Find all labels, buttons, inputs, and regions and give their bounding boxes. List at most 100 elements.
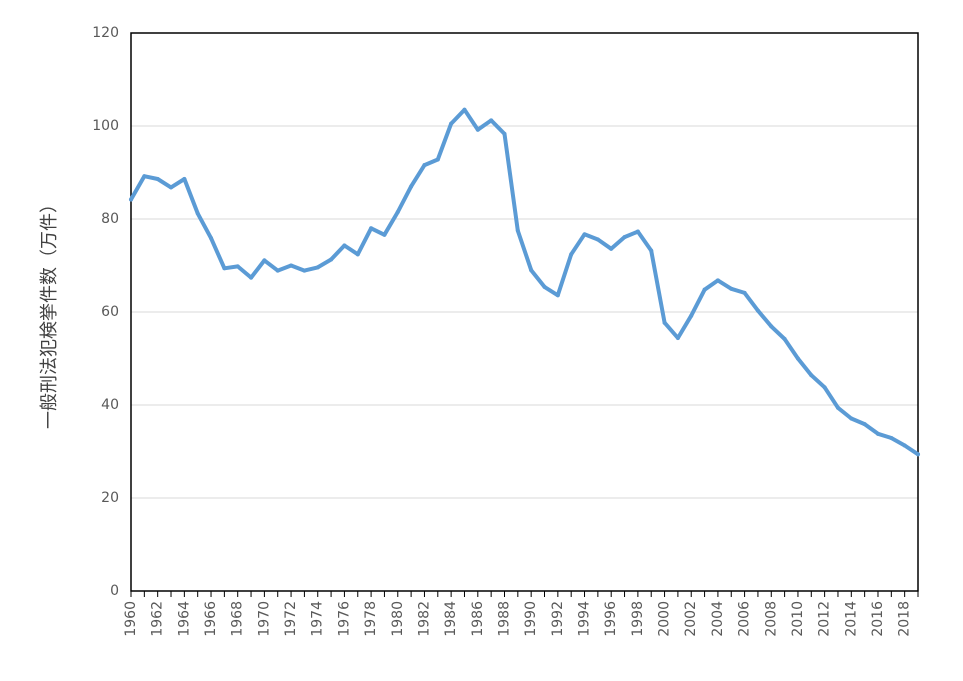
data-point bbox=[395, 210, 400, 215]
data-point bbox=[489, 118, 494, 123]
y-tick-label: 40 bbox=[101, 397, 119, 413]
data-point bbox=[769, 324, 774, 329]
x-tick-label: 2016 bbox=[870, 601, 886, 637]
x-tick-label: 1980 bbox=[390, 601, 406, 637]
data-point bbox=[475, 127, 480, 132]
x-tick-label: 1966 bbox=[203, 601, 219, 637]
data-point bbox=[315, 265, 320, 270]
data-point bbox=[835, 405, 840, 410]
y-tick-label: 0 bbox=[110, 583, 119, 599]
plot-area-frame bbox=[130, 32, 919, 592]
data-point bbox=[702, 287, 707, 292]
data-point bbox=[222, 266, 227, 271]
data-point bbox=[675, 336, 680, 341]
y-tick-labels: 0 20 40 60 80 100 120 bbox=[92, 25, 119, 599]
data-point bbox=[649, 248, 654, 253]
data-point bbox=[382, 232, 387, 237]
data-point bbox=[129, 197, 133, 202]
data-point bbox=[689, 313, 694, 318]
data-point bbox=[155, 177, 160, 182]
data-point bbox=[369, 226, 374, 231]
data-point bbox=[449, 121, 454, 126]
data-point bbox=[182, 177, 187, 182]
data-point bbox=[355, 252, 360, 257]
data-point bbox=[849, 416, 854, 421]
x-tick-label: 2018 bbox=[897, 601, 913, 637]
x-tick-label: 1990 bbox=[523, 601, 539, 637]
y-tick-label: 80 bbox=[101, 211, 119, 227]
x-tick-label: 2008 bbox=[763, 601, 779, 637]
data-point bbox=[582, 232, 587, 237]
data-point bbox=[169, 185, 174, 190]
x-tick-label: 1972 bbox=[283, 601, 299, 637]
data-point bbox=[809, 373, 814, 378]
x-tick-label: 1996 bbox=[603, 601, 619, 637]
data-point bbox=[262, 258, 267, 263]
data-point bbox=[622, 235, 627, 240]
data-point bbox=[275, 268, 280, 273]
data-point bbox=[249, 275, 254, 280]
data-point bbox=[195, 211, 200, 216]
x-tick-label: 1964 bbox=[176, 601, 192, 637]
data-point bbox=[875, 431, 880, 436]
data-point bbox=[715, 278, 720, 283]
y-tick-label: 60 bbox=[101, 304, 119, 320]
data-point bbox=[742, 290, 747, 295]
data-point bbox=[555, 293, 560, 298]
data-point bbox=[729, 286, 734, 291]
x-tick-label: 2006 bbox=[737, 601, 753, 637]
x-tick-label: 2004 bbox=[710, 601, 726, 637]
x-tick-label: 2002 bbox=[683, 601, 699, 637]
y-tick-label: 100 bbox=[92, 118, 119, 134]
x-tick-label: 1960 bbox=[123, 601, 139, 637]
data-point bbox=[755, 308, 760, 313]
y-tick-label: 20 bbox=[101, 490, 119, 506]
data-point bbox=[142, 174, 147, 179]
data-point bbox=[422, 163, 427, 168]
data-point bbox=[609, 246, 614, 251]
data-point bbox=[289, 263, 294, 268]
x-tick-label: 1998 bbox=[630, 601, 646, 637]
data-point bbox=[662, 320, 667, 325]
data-point bbox=[502, 131, 507, 136]
data-point bbox=[795, 356, 800, 361]
axis-ticks bbox=[130, 591, 919, 597]
x-tick-label: 1994 bbox=[577, 601, 593, 637]
x-tick-label: 2012 bbox=[817, 601, 833, 637]
y-axis-title: 一般刑法犯検挙件数（万件） bbox=[39, 195, 60, 429]
x-tick-label: 2010 bbox=[790, 601, 806, 637]
data-point bbox=[209, 236, 214, 241]
x-tick-label: 1982 bbox=[416, 601, 432, 637]
data-point bbox=[569, 252, 574, 257]
data-point bbox=[902, 443, 907, 448]
data-point bbox=[329, 257, 334, 262]
x-tick-label: 1992 bbox=[550, 601, 566, 637]
x-tick-label: 1986 bbox=[470, 601, 486, 637]
x-tick-label: 1984 bbox=[443, 601, 459, 637]
data-point bbox=[782, 336, 787, 341]
data-point bbox=[235, 264, 240, 269]
series-line bbox=[129, 107, 920, 457]
x-tick-label: 2014 bbox=[843, 601, 859, 637]
x-tick-label: 1974 bbox=[310, 601, 326, 637]
x-tick-labels: 1960 1962 1964 1966 1968 1970 1972 1974 1976 1978… bbox=[123, 601, 913, 637]
data-point bbox=[595, 237, 600, 242]
x-tick-label: 1962 bbox=[150, 601, 166, 637]
data-point bbox=[435, 157, 440, 162]
data-point bbox=[889, 436, 894, 441]
data-point bbox=[542, 284, 547, 289]
data-point bbox=[862, 422, 867, 427]
data-point bbox=[515, 228, 520, 233]
gridlines bbox=[131, 125, 918, 499]
data-point bbox=[822, 385, 827, 390]
data-point bbox=[462, 107, 467, 112]
x-tick-label: 1970 bbox=[256, 601, 272, 637]
series-layer bbox=[129, 107, 920, 457]
data-point bbox=[916, 452, 920, 457]
data-point bbox=[409, 184, 414, 189]
data-point bbox=[302, 268, 307, 273]
data-point bbox=[342, 243, 347, 248]
x-tick-label: 1988 bbox=[496, 601, 512, 637]
x-tick-label: 1978 bbox=[363, 601, 379, 637]
